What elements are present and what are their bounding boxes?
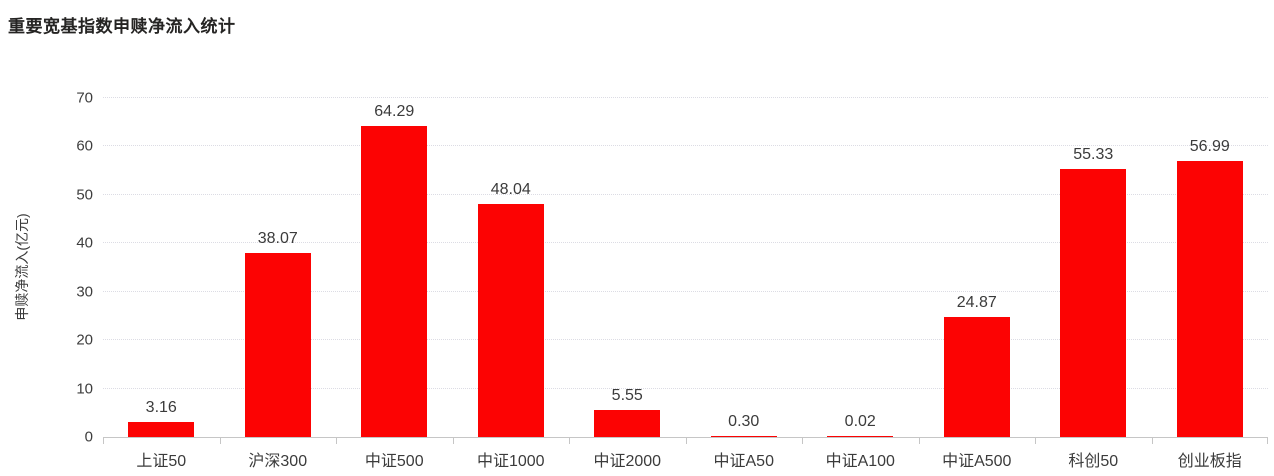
gridline (103, 242, 1268, 244)
gridline (103, 145, 1268, 147)
y-tick-label: 60 (76, 137, 93, 155)
x-tick-mark (219, 438, 221, 444)
x-category-label: 中证A500 (942, 453, 1012, 470)
x-tick-mark (1151, 438, 1153, 444)
x-tick-mark (802, 438, 803, 444)
bar-value-label: 0.30 (728, 412, 760, 430)
x-tick-mark (685, 438, 687, 444)
x-category-label: 中证A100 (825, 453, 895, 470)
bar-沪深300[interactable] (244, 252, 311, 437)
bar-value-label: 3.16 (145, 398, 177, 416)
bar-slot: 5.55 (569, 98, 686, 437)
bar-中证A50[interactable] (710, 435, 777, 437)
bar-slot: 48.04 (453, 98, 570, 437)
bar-value-label: 0.02 (844, 413, 876, 431)
x-category-label: 沪深300 (248, 453, 308, 470)
plot-area: 3.16 38.07 64.29 48.04 5.55 0.30 0.02 24.87 55.3… (103, 97, 1269, 438)
bar-value-label: 24.87 (956, 293, 997, 311)
gridline (103, 387, 1268, 389)
bar-value-label: 64.29 (374, 102, 415, 120)
x-category-label: 中证A50 (713, 453, 774, 470)
bar-科创50[interactable] (1060, 169, 1127, 437)
bar-slot: 55.33 (1035, 98, 1152, 437)
gridline (103, 339, 1268, 341)
x-category-label: 上证50 (136, 453, 187, 470)
chart-title: 重要宽基指数申赎净流入统计 (8, 17, 236, 36)
bar-slot: 0.02 (802, 98, 919, 437)
gridline (103, 97, 1268, 98)
gridline (103, 193, 1268, 195)
bar-中证500[interactable] (361, 125, 428, 437)
x-tick-mark (103, 438, 104, 444)
x-category-label: 中证2000 (593, 453, 662, 470)
x-tick-mark (1035, 438, 1036, 444)
x-axis-tick-marks (103, 438, 1268, 444)
gridline (103, 290, 1268, 292)
y-tick-label: 0 (84, 428, 93, 446)
bar-value-label: 5.55 (611, 387, 643, 405)
y-tick-label: 20 (76, 331, 93, 349)
bar-value-label: 38.07 (257, 229, 298, 247)
bar-slot: 38.07 (220, 98, 337, 437)
x-category-label: 创业板指 (1177, 453, 1242, 470)
y-axis-tick-labels: 0 10 20 30 40 50 60 70 (0, 91, 93, 445)
bar-中证A500[interactable] (943, 316, 1010, 437)
bar-上证50[interactable] (128, 421, 195, 437)
y-tick-label: 30 (76, 283, 93, 301)
bar-slot: 3.16 (103, 98, 220, 437)
x-category-label: 中证500 (364, 453, 424, 470)
x-axis-category-labels: 上证50 沪深300 中证500 中证1000 中证2000 中证A50 中证A100 中证A… (103, 447, 1268, 471)
bar-slot: 56.99 (1152, 98, 1269, 437)
x-category-label: 中证1000 (476, 453, 545, 470)
bar-创业板指[interactable] (1176, 161, 1243, 437)
x-tick-mark (918, 438, 920, 444)
bar-中证A100[interactable] (827, 436, 894, 437)
x-tick-mark (452, 438, 454, 444)
y-tick-label: 10 (76, 380, 93, 398)
bar-中证2000[interactable] (594, 410, 661, 437)
bar-slot: 0.30 (686, 98, 803, 437)
bar-中证1000[interactable] (477, 204, 544, 437)
y-tick-label: 50 (76, 186, 93, 204)
y-tick-label: 40 (76, 234, 93, 252)
x-tick-mark (336, 438, 337, 444)
bar-slot: 64.29 (336, 98, 453, 437)
bar-value-label: 56.99 (1189, 138, 1230, 156)
bar-value-label: 55.33 (1073, 146, 1114, 164)
y-tick-label: 70 (76, 89, 93, 107)
bar-value-label: 48.04 (490, 181, 531, 199)
x-category-label: 科创50 (1068, 453, 1119, 470)
x-tick-mark (569, 438, 570, 444)
bar-slot: 24.87 (919, 98, 1036, 437)
x-tick-mark (1267, 438, 1268, 444)
